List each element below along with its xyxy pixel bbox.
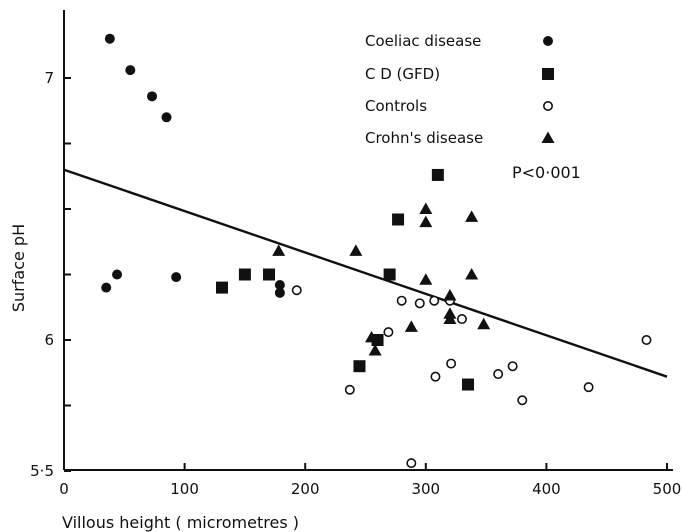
data-point <box>406 458 417 469</box>
legend-marker <box>542 101 553 112</box>
data-point <box>112 269 123 280</box>
data-point <box>274 287 285 298</box>
data-point <box>443 312 457 325</box>
x-ticks: 0 100 200 300 400 500 <box>59 463 681 498</box>
data-point <box>344 384 355 395</box>
data-points <box>101 33 652 469</box>
data-point <box>238 268 251 281</box>
data-point <box>465 210 479 222</box>
y-axis-label: Surface pH <box>9 224 28 312</box>
data-point <box>430 371 441 382</box>
legend-marker <box>543 36 553 46</box>
data-point <box>161 112 172 123</box>
x-tick-label: 100 <box>170 480 199 498</box>
series-1 <box>215 168 475 391</box>
data-point <box>215 281 228 294</box>
data-point <box>404 320 418 332</box>
data-point <box>517 395 528 406</box>
x-tick-label: 500 <box>653 480 682 498</box>
y-tick-label: 7 <box>44 69 54 87</box>
data-point <box>443 288 457 301</box>
legend-label: Coeliac disease <box>365 32 481 50</box>
x-tick-label: 0 <box>59 480 69 498</box>
x-axis-label: Villous height ( micrometres ) <box>62 513 299 532</box>
data-point <box>263 268 276 281</box>
y-tick-label: 5·5 <box>30 462 54 480</box>
data-point <box>125 65 136 76</box>
data-point <box>272 244 286 256</box>
data-point <box>507 361 518 372</box>
data-point <box>583 382 594 393</box>
data-point <box>465 268 479 280</box>
data-point <box>462 378 475 391</box>
legend-marker <box>542 68 554 80</box>
data-point <box>291 285 302 296</box>
data-point <box>368 343 382 356</box>
data-point <box>446 358 457 369</box>
data-point <box>419 202 433 214</box>
y-ticks: 5·5 6 7 <box>30 69 71 480</box>
data-point <box>349 244 363 256</box>
data-point <box>419 273 433 285</box>
x-tick-label: 400 <box>532 480 561 498</box>
legend: Coeliac disease C D (GFD) Controls Crohn's … <box>365 32 555 147</box>
data-point <box>383 327 394 338</box>
legend-label: C D (GFD) <box>365 65 440 83</box>
series-3 <box>272 202 491 356</box>
data-point <box>429 295 440 306</box>
data-point <box>365 330 379 343</box>
data-point <box>383 268 396 281</box>
axes <box>63 10 673 471</box>
legend-marker <box>541 131 555 143</box>
legend-label: Crohn's disease <box>365 129 483 147</box>
regression-line <box>63 168 668 378</box>
data-point <box>392 213 405 226</box>
data-point <box>493 369 504 380</box>
data-point <box>104 33 115 44</box>
series-0 <box>101 33 285 298</box>
y-tick-label: 6 <box>44 331 54 349</box>
data-point <box>641 334 652 345</box>
data-point <box>456 314 467 325</box>
x-tick-label: 200 <box>291 480 320 498</box>
data-point <box>396 295 407 306</box>
data-point <box>147 91 158 102</box>
data-point <box>477 317 491 330</box>
series-2 <box>291 285 652 469</box>
x-tick-label: 300 <box>411 480 440 498</box>
significance-annotation: P<0·001 <box>512 163 581 182</box>
legend-label: Controls <box>365 97 427 115</box>
data-point <box>419 215 433 228</box>
data-point <box>171 272 182 283</box>
data-point <box>431 168 444 181</box>
data-point <box>414 298 425 309</box>
data-point <box>274 279 285 290</box>
data-point <box>353 360 366 373</box>
data-point <box>101 282 112 293</box>
